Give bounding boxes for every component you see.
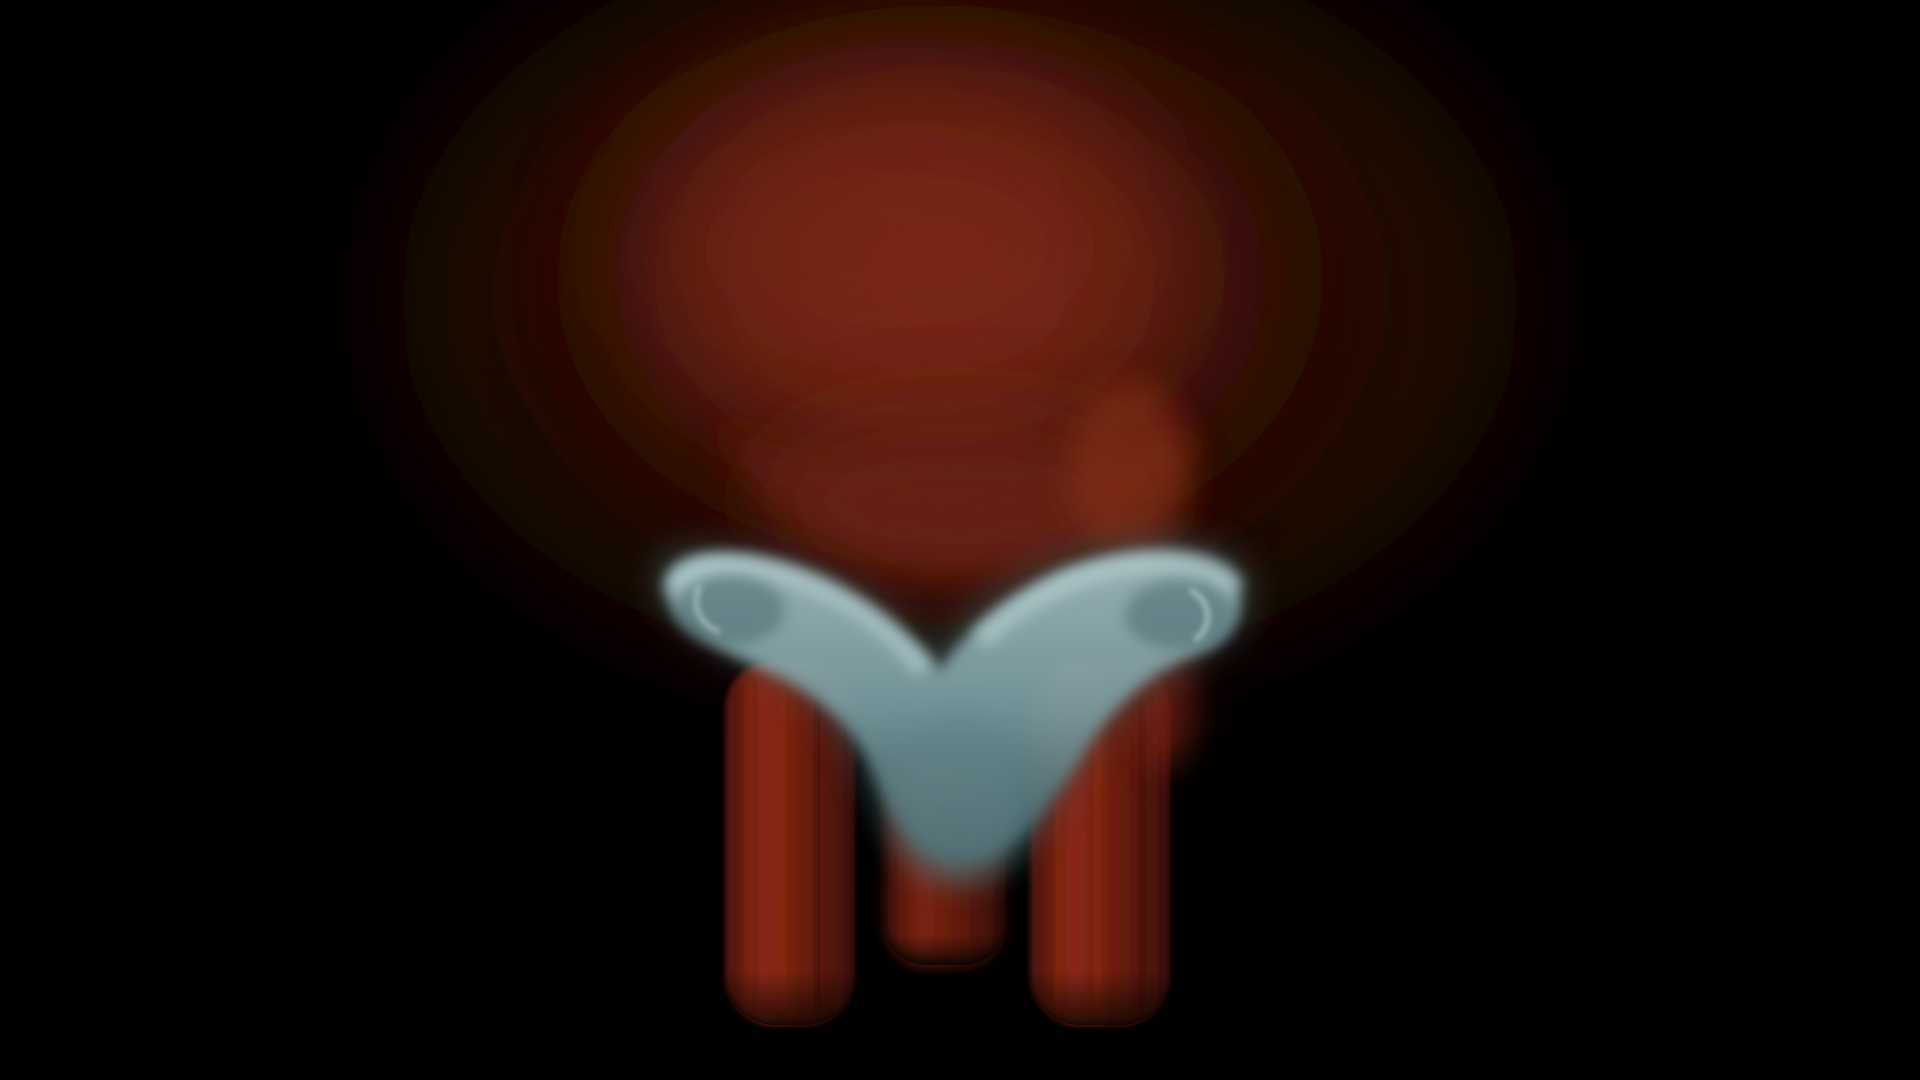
left-column bbox=[725, 660, 855, 1025]
smoke-plume bbox=[400, 0, 1520, 680]
teal-vortex-cap bbox=[653, 536, 1253, 880]
